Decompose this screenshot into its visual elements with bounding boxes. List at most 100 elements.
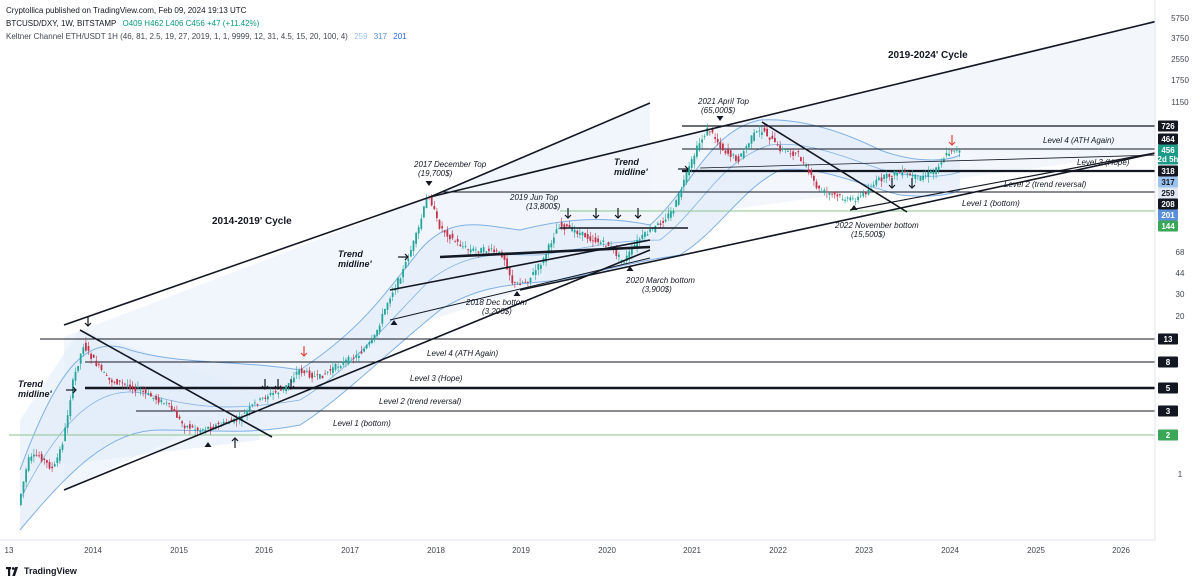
candle-body (805, 165, 807, 167)
candle-body (846, 197, 849, 199)
time-tick-label: 2022 (769, 546, 787, 555)
candle-body (789, 153, 792, 155)
price-badge-value: 144 (1161, 222, 1175, 231)
bottom-marker-icon (513, 291, 521, 296)
candle-body (854, 201, 857, 203)
price-badge: 5 (1158, 382, 1178, 394)
price-badge-bg (1158, 165, 1178, 177)
candle-body (261, 397, 264, 399)
price-tick-label: 20 (1176, 312, 1185, 321)
candle-body (77, 365, 79, 371)
arrow-down-icon (287, 379, 295, 390)
candle-body (839, 194, 841, 196)
candle-body (43, 458, 46, 460)
footer-brand[interactable]: TradingView (6, 566, 77, 576)
candle-body (412, 240, 415, 252)
candle-body (212, 426, 215, 429)
candle-body (204, 429, 207, 431)
candle-body (59, 449, 61, 461)
candle-body (690, 159, 693, 168)
candle-body (953, 150, 956, 152)
level-label: Level 4 (ATH Again) (1043, 136, 1114, 145)
candle-body (131, 385, 134, 389)
candle-body (373, 334, 376, 339)
candle-body (199, 430, 202, 433)
candle-body (813, 175, 815, 181)
candle-body (935, 167, 937, 174)
candle-body (524, 281, 527, 283)
candle-body (100, 364, 103, 371)
candle-body (339, 366, 342, 368)
price-badge-value: 201 (1161, 211, 1175, 220)
price-badge-value: 13 (1164, 335, 1173, 344)
price-tick-label: 1 (1178, 470, 1183, 479)
candle-body (631, 247, 633, 255)
candle-body (399, 278, 402, 284)
candle-body (194, 429, 196, 431)
candle-body (940, 162, 943, 165)
arrow-head (888, 184, 896, 189)
annotation-title: 2018 Dec bottom (465, 298, 527, 307)
candle-body (321, 375, 324, 379)
price-badge-bg (1158, 220, 1178, 232)
candle-body (228, 423, 230, 425)
published-line: Cryptollica published on TradingView.com… (6, 6, 247, 15)
candle-body (170, 405, 173, 410)
price-badge: 726 (1158, 120, 1178, 132)
arrow-down-icon (261, 379, 269, 390)
candle-body (378, 325, 381, 332)
candle-body (698, 143, 701, 151)
annotation-value: (3,200$) (482, 307, 512, 316)
candle-body (363, 348, 365, 352)
candle-body (256, 404, 259, 405)
candle-body (235, 420, 238, 422)
candle-body (503, 254, 506, 260)
candle-body (571, 226, 573, 232)
candle-body (436, 211, 438, 219)
candle-body (680, 189, 683, 198)
candle-body (438, 219, 441, 229)
candle-body (493, 249, 495, 253)
candle-body (38, 455, 40, 457)
candle-body (693, 155, 696, 165)
price-axis: 5750 3750 2550 1750 1150 68 44 30 20 1 (1171, 14, 1189, 479)
candle-body (163, 403, 165, 405)
symbol-label[interactable]: BTCUSD/DXY, 1W, BITSTAMP (6, 19, 117, 28)
candle-body (347, 356, 350, 364)
price-badge-bg (1158, 133, 1178, 145)
candle-body (701, 139, 703, 143)
candle-body (56, 457, 59, 464)
candle-body (20, 493, 22, 505)
price-tick-label: 44 (1176, 269, 1185, 278)
candle-body (602, 240, 605, 242)
time-tick-label: 2023 (855, 546, 873, 555)
candle-body (384, 308, 386, 315)
candle-body (540, 265, 542, 269)
candle-body (742, 151, 745, 159)
candle-body (948, 153, 950, 156)
candle-body (51, 466, 53, 469)
candle-body (662, 221, 664, 223)
candle-body (888, 173, 891, 177)
candle-body (360, 351, 363, 354)
level-label: Level 1 (bottom) (962, 199, 1020, 208)
time-tick-label: 2024 (941, 546, 959, 555)
time-tick-label: 2016 (255, 546, 273, 555)
trend-line (699, 154, 1155, 169)
trend-midline-label: midline' (338, 259, 373, 269)
candle-body (930, 171, 932, 174)
candle-body (186, 425, 189, 428)
candle-body (919, 176, 922, 181)
indicator-label[interactable]: Keltner Channel ETH/USDT 1H (46, 81, 2.5… (6, 32, 348, 41)
candle-body (217, 422, 220, 425)
candle-body (443, 230, 446, 233)
candle-body (98, 363, 100, 365)
candle-body (784, 149, 787, 151)
candle-body (893, 171, 896, 176)
candle-body (820, 191, 823, 192)
price-badge-value: 5 (1166, 384, 1171, 393)
candle-body (761, 132, 763, 135)
price-badge-value: 317 (1161, 178, 1175, 187)
arrow-down-icon (634, 208, 642, 219)
